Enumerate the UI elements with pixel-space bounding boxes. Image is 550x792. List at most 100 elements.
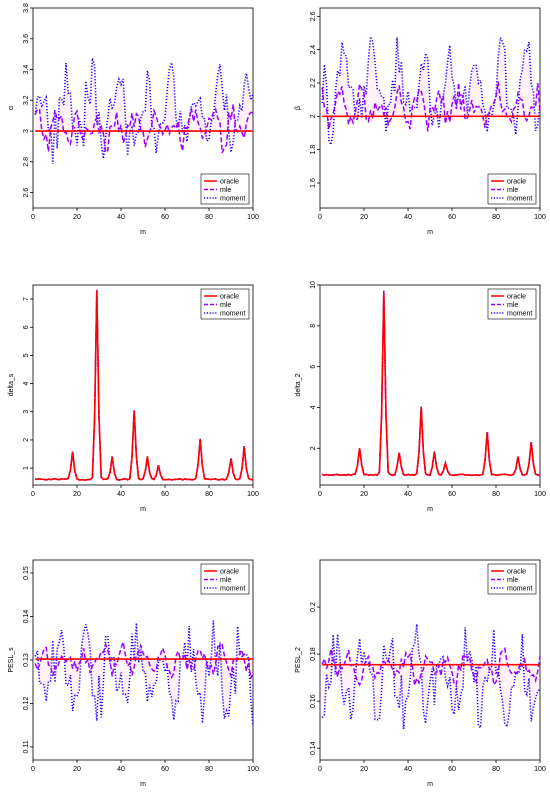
y-tick-label: 1.6 bbox=[310, 178, 317, 188]
y-axis-title: delta_s bbox=[8, 373, 15, 396]
legend-label: oracle bbox=[220, 569, 239, 576]
uncertainty-band bbox=[35, 620, 254, 726]
y-tick-label: 2.6 bbox=[23, 188, 30, 198]
y-axis-title: β bbox=[295, 106, 302, 110]
x-tick-label: 0 bbox=[31, 491, 35, 498]
y-tick-label: 0.18 bbox=[310, 647, 317, 661]
y-tick-label: 8 bbox=[310, 324, 317, 328]
chart-panel-5: 0 20 40 60 80 100 0.11 0.12 0.13 0.14 0.15 m PESL_s o… bbox=[8, 559, 259, 788]
y-tick-label: 3.8 bbox=[23, 3, 30, 13]
x-tick-label: 40 bbox=[404, 214, 412, 221]
legend-box bbox=[487, 563, 537, 595]
x-tick-label: 0 bbox=[318, 766, 322, 773]
x-tick-label: 20 bbox=[73, 491, 81, 498]
y-tick-label: 4 bbox=[23, 382, 30, 386]
y-tick-label: 1.8 bbox=[310, 145, 317, 155]
legend-label: moment bbox=[507, 586, 532, 593]
legend-label: moment bbox=[220, 586, 245, 593]
y-tick-label: 10 bbox=[310, 281, 317, 289]
chart-panel-1: 0 20 40 60 80 1002.62.833.23.43.63.8mαoraclem… bbox=[8, 3, 259, 236]
legend-label: mle bbox=[220, 577, 231, 584]
y-tick-label: 1 bbox=[23, 466, 30, 470]
y-tick-label: 3.6 bbox=[23, 34, 30, 44]
x-tick-label: 80 bbox=[492, 214, 500, 221]
x-tick-label: 80 bbox=[492, 766, 500, 773]
plot-frame bbox=[32, 284, 254, 486]
x-tick-label: 40 bbox=[404, 491, 412, 498]
legend-label: mle bbox=[220, 187, 231, 194]
x-tick-label: 100 bbox=[247, 766, 259, 773]
legend-label: oracle bbox=[507, 294, 526, 301]
uncertainty-band bbox=[322, 624, 540, 730]
legend-label: oracle bbox=[507, 569, 526, 576]
y-tick-label: 4 bbox=[310, 405, 317, 409]
legend-label: mle bbox=[507, 187, 518, 194]
y-tick-label: 0.14 bbox=[23, 610, 30, 624]
x-tick-label: 100 bbox=[534, 214, 546, 221]
y-tick-label: 0.11 bbox=[23, 740, 30, 753]
x-axis-title: m bbox=[427, 506, 433, 513]
x-tick-label: 60 bbox=[161, 214, 169, 221]
x-tick-label: 0 bbox=[31, 214, 35, 221]
legend-label: moment bbox=[507, 196, 532, 203]
legend-label: oracle bbox=[220, 294, 239, 301]
x-tick-label: 40 bbox=[117, 491, 125, 498]
x-tick-label: 20 bbox=[73, 766, 81, 773]
legend-label: oracle bbox=[507, 179, 526, 186]
y-axis-title: PESL_2 bbox=[295, 647, 302, 673]
y-tick-label: 3.4 bbox=[23, 65, 30, 75]
series-mle bbox=[34, 639, 254, 680]
x-tick-label: 20 bbox=[360, 214, 368, 221]
uncertainty-band bbox=[322, 36, 540, 145]
y-tick-label: 6 bbox=[310, 365, 317, 369]
y-tick-label: 3.2 bbox=[23, 95, 30, 105]
x-tick-label: 100 bbox=[247, 214, 259, 221]
y-tick-label: 0.14 bbox=[310, 741, 317, 755]
y-tick-label: 0.13 bbox=[23, 653, 30, 667]
y-tick-label: 2 bbox=[23, 438, 30, 442]
legend-box bbox=[487, 173, 537, 205]
chart-panel-6: 0 20 40 60 80 100 0.14 0.16 0.18 0.2 m PESL_2 oracle… bbox=[295, 559, 546, 788]
x-tick-label: 80 bbox=[492, 491, 500, 498]
x-tick-label: 60 bbox=[448, 766, 456, 773]
plot-frame bbox=[319, 559, 541, 761]
x-tick-label: 0 bbox=[318, 214, 322, 221]
y-tick-label: 0.12 bbox=[23, 697, 30, 711]
y-tick-label: 0.15 bbox=[23, 566, 30, 580]
x-tick-label: 100 bbox=[534, 491, 546, 498]
x-axis-title: m bbox=[140, 506, 146, 513]
legend-label: mle bbox=[507, 577, 518, 584]
x-tick-label: 20 bbox=[360, 766, 368, 773]
y-tick-label: 2.4 bbox=[310, 45, 317, 55]
y-tick-label: 5 bbox=[23, 353, 30, 357]
x-tick-label: 80 bbox=[205, 766, 213, 773]
legend-box bbox=[200, 288, 250, 320]
plot-frame bbox=[32, 7, 254, 209]
x-tick-label: 60 bbox=[448, 214, 456, 221]
legend-box bbox=[200, 173, 250, 205]
series-moment bbox=[34, 620, 254, 726]
legend-label: mle bbox=[220, 302, 231, 309]
y-tick-label: 0.16 bbox=[310, 694, 317, 708]
x-tick-label: 80 bbox=[205, 491, 213, 498]
uncertainty-band bbox=[35, 58, 254, 165]
x-tick-label: 100 bbox=[247, 491, 259, 498]
series-oracle bbox=[35, 290, 254, 481]
series-moment bbox=[321, 34, 541, 148]
x-tick-label: 100 bbox=[534, 766, 546, 773]
x-axis-title: m bbox=[140, 229, 146, 236]
x-axis-title: m bbox=[427, 229, 433, 236]
series-mle bbox=[321, 647, 541, 687]
x-tick-label: 60 bbox=[161, 491, 169, 498]
y-tick-label: 2 bbox=[310, 446, 317, 450]
y-tick-label: 2 bbox=[310, 114, 317, 118]
y-tick-label: 3 bbox=[23, 410, 30, 414]
x-tick-label: 20 bbox=[73, 214, 81, 221]
series-moment bbox=[321, 624, 541, 730]
plot-frame bbox=[319, 284, 541, 486]
y-axis-title: delta_2 bbox=[295, 373, 302, 396]
